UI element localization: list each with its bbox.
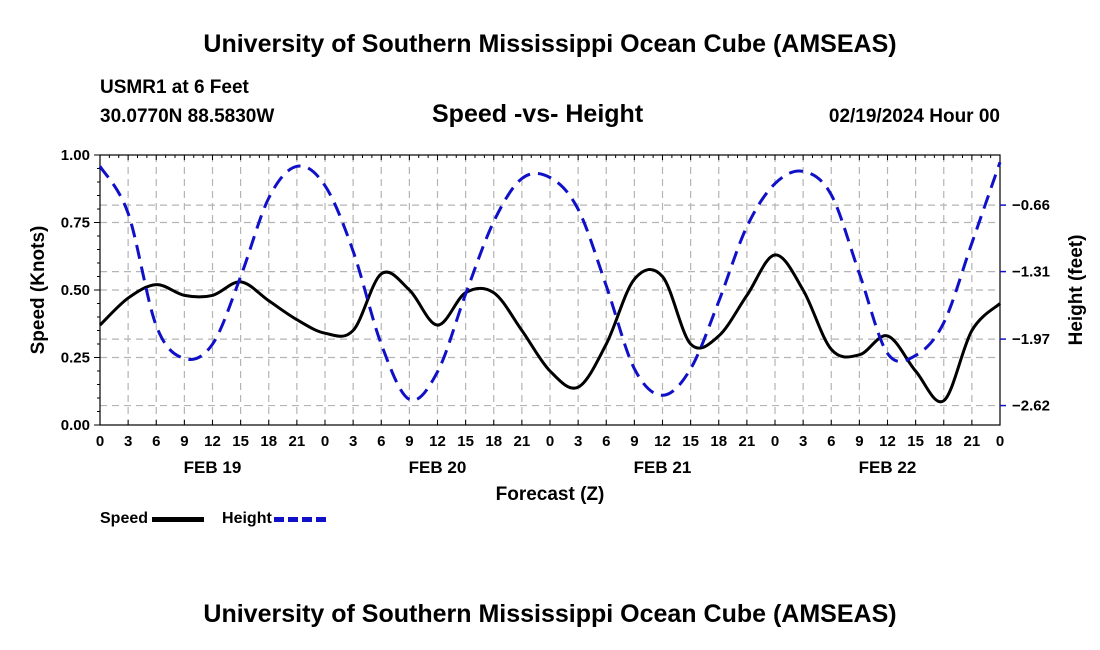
x-tick-label: 12 — [654, 433, 671, 450]
x-tick-label: 3 — [574, 433, 582, 450]
station-label: USMR1 at 6 Feet — [100, 77, 249, 98]
x-tick-label: 0 — [321, 433, 329, 450]
x-tick-label: 18 — [485, 433, 502, 450]
x-tick-label: 6 — [152, 433, 160, 450]
speed-series-line — [98, 253, 1002, 404]
y2-tick-label: −1.31 — [1012, 264, 1050, 281]
x-tick-label: 21 — [514, 433, 531, 450]
x-tick-label: 3 — [349, 433, 357, 450]
forecast-date: 02/19/2024 Hour 00 — [828, 106, 1000, 127]
x-tick-label: 18 — [260, 433, 277, 450]
axis-labels: Forecast (Z) Speed (Knots) Height (feet)… — [28, 147, 1087, 505]
x-tick-label: 9 — [630, 433, 638, 450]
day-label: FEB 21 — [634, 458, 692, 477]
legend: Speed Height — [100, 510, 344, 528]
x-tick-label: 21 — [964, 433, 981, 450]
legend-height-swatch — [273, 516, 326, 522]
coordinates-label: 30.0770N 88.5830W — [100, 106, 275, 127]
y2-axis-title: Height (feet) — [1066, 235, 1087, 346]
x-tick-label: 0 — [96, 433, 104, 450]
x-tick-label: 9 — [855, 433, 863, 450]
y-tick-label: 0.00 — [61, 417, 90, 434]
y-tick-label: 0.25 — [61, 350, 90, 367]
day-label: FEB 22 — [859, 458, 917, 477]
x-tick-label: 6 — [377, 433, 385, 450]
x-tick-label: 18 — [710, 433, 727, 450]
x-tick-label: 15 — [457, 433, 474, 450]
axis-ticks — [94, 154, 1006, 426]
x-tick-label: 0 — [546, 433, 554, 450]
legend-height-label: Height — [222, 510, 272, 527]
day-label: FEB 19 — [184, 458, 242, 477]
x-tick-label: 9 — [405, 433, 413, 450]
x-tick-label: 15 — [232, 433, 249, 450]
x-tick-label: 9 — [180, 433, 188, 450]
day-label: FEB 20 — [409, 458, 467, 477]
x-tick-label: 0 — [771, 433, 779, 450]
chart-title: University of Southern Mississippi Ocean… — [203, 30, 897, 58]
grid — [100, 155, 1000, 425]
y-tick-label: 0.75 — [61, 215, 90, 232]
x-tick-label: 12 — [879, 433, 896, 450]
x-tick-label: 21 — [739, 433, 756, 450]
x-tick-label: 15 — [682, 433, 699, 450]
x-tick-label: 18 — [935, 433, 952, 450]
x-tick-label: 6 — [827, 433, 835, 450]
x-tick-label: 15 — [907, 433, 924, 450]
x-tick-label: 3 — [124, 433, 132, 450]
y2-tick-label: −1.97 — [1012, 331, 1050, 348]
y-tick-label: 1.00 — [61, 147, 90, 164]
x-axis-title: Forecast (Z) — [496, 484, 605, 505]
x-tick-label: 21 — [289, 433, 306, 450]
y2-tick-label: −2.62 — [1012, 398, 1050, 415]
footer-title: University of Southern Mississippi Ocean… — [203, 600, 897, 628]
y2-tick-label: −0.66 — [1012, 197, 1050, 214]
legend-speed-label: Speed — [100, 510, 149, 527]
x-tick-label: 12 — [429, 433, 446, 450]
x-tick-label: 3 — [799, 433, 807, 450]
height-series-line — [98, 161, 1002, 402]
x-tick-label: 6 — [602, 433, 610, 450]
chart-subtitle: Speed -vs- Height — [432, 100, 644, 128]
series — [98, 161, 1002, 404]
y-axis-title: Speed (Knots) — [28, 226, 49, 355]
legend-speed-swatch — [152, 516, 205, 522]
y-tick-label: 0.50 — [61, 282, 90, 299]
x-tick-label: 12 — [204, 433, 221, 450]
x-tick-label: 0 — [996, 433, 1004, 450]
